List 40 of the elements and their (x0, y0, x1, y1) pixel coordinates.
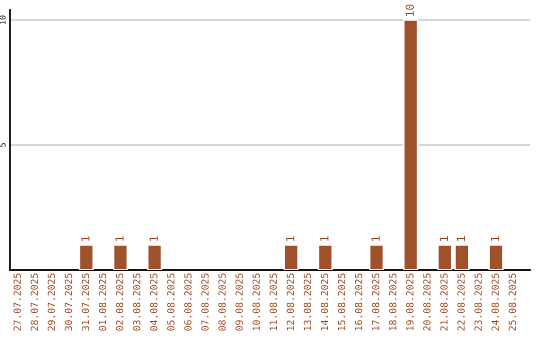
x-tick-label: 24.08.2025 (492, 274, 499, 331)
x-tick-label: 07.08.2025 (201, 274, 209, 331)
x-tick-label: 12.08.2025 (286, 274, 294, 330)
x-tick-label: 18.08.2025 (389, 274, 396, 330)
x-tick-label: 31.07.2025 (82, 274, 90, 331)
data-label: 1 (456, 236, 465, 241)
x-tick-label: 27.07.2025 (14, 274, 21, 331)
data-label: 1 (491, 236, 500, 241)
data-label: 1 (440, 236, 448, 241)
x-tick-label: 09.08.2025 (235, 274, 243, 331)
x-tick-label: 21.08.2025 (440, 274, 448, 331)
data-label: 1 (320, 236, 328, 241)
x-tick-label: 05.08.2025 (167, 274, 175, 331)
x-tick-label: 22.08.2025 (457, 274, 465, 331)
x-tick-label: 11.08.2025 (270, 274, 277, 330)
x-tick-label: 29.07.2025 (48, 274, 56, 331)
x-tick-label: 16.08.2025 (354, 274, 362, 330)
data-label: 1 (286, 236, 294, 241)
x-tick-label: 25.08.2025 (508, 274, 516, 331)
data-label: 1 (150, 236, 158, 241)
data-label: 1 (372, 236, 380, 241)
x-tick-label: 10.08.2025 (252, 274, 260, 330)
x-tick-label: 01.08.2025 (98, 274, 106, 331)
x-tick-label: 08.08.2025 (218, 274, 226, 331)
x-tick-label: 14.08.2025 (320, 274, 328, 330)
x-tick-label: 28.07.2025 (30, 274, 38, 331)
data-label: 10 (406, 4, 414, 16)
x-tick-label: 19.08.2025 (406, 274, 414, 330)
x-tick-label: 20.08.2025 (423, 274, 431, 331)
x-tick-label: 06.08.2025 (184, 274, 192, 331)
x-tick-label: 30.07.2025 (64, 274, 72, 331)
x-tick-label: 15.08.2025 (338, 274, 346, 330)
data-label: 1 (81, 236, 90, 241)
x-tick-label: 17.08.2025 (372, 274, 380, 330)
x-tick-label: 03.08.2025 (133, 274, 140, 331)
x-tick-label: 23.08.2025 (474, 274, 482, 331)
x-tick-label: 04.08.2025 (150, 274, 158, 331)
x-tick-label: 13.08.2025 (304, 274, 312, 330)
x-tick-label: 02.08.2025 (116, 274, 124, 331)
data-label: 1 (115, 236, 124, 241)
